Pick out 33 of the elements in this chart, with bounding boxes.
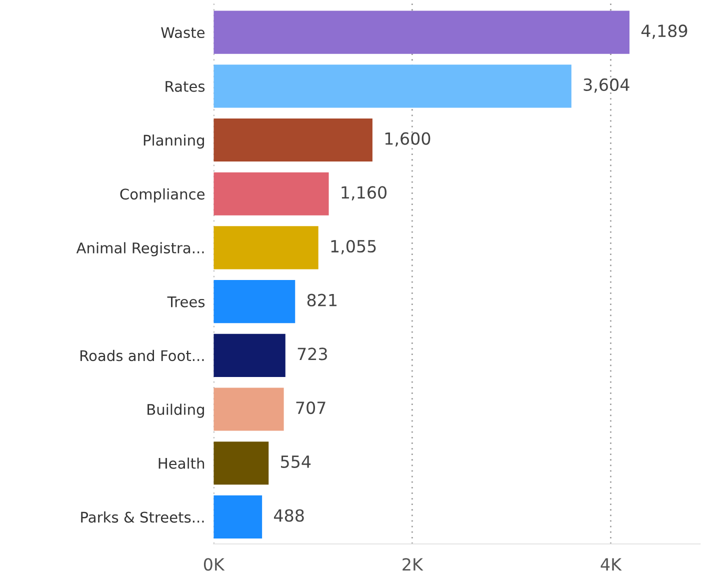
y-tick-label: Parks & Streets...	[81, 511, 204, 523]
y-tick-label: Trees	[167, 296, 205, 308]
data-label: 707	[296, 402, 326, 414]
bar	[214, 10, 630, 54]
data-label: 4,189	[641, 24, 688, 39]
y-tick-label: Waste	[161, 27, 205, 38]
bar	[214, 495, 262, 539]
y-tick-label: Building	[148, 404, 204, 418]
data-label: 554	[281, 456, 311, 468]
data-label: 821	[307, 294, 337, 306]
x-tick-label: 0K	[204, 558, 225, 571]
y-tick-label: Planning	[144, 134, 204, 149]
bar	[214, 172, 329, 216]
x-tick-label: 2K	[402, 558, 424, 570]
bar	[214, 226, 318, 270]
bar	[214, 334, 286, 377]
data-label: 1,055	[331, 240, 376, 254]
bar	[214, 64, 572, 108]
bar	[214, 280, 296, 324]
data-label: 1,600	[385, 132, 430, 147]
y-tick-label: Animal Registra...	[76, 242, 204, 256]
data-label: 723	[298, 348, 327, 360]
bar	[214, 442, 269, 485]
data-label: 1,160	[342, 186, 386, 200]
y-tick-label: Compliance	[120, 188, 205, 202]
y-tick-label: Roads and Foot...	[80, 350, 204, 362]
y-tick-label: Health	[158, 458, 204, 469]
data-label: 488	[274, 509, 304, 522]
bar	[214, 118, 372, 162]
data-label: 3,604	[584, 78, 630, 93]
y-tick-label: Rates	[166, 81, 205, 92]
x-tick-label: 4K	[600, 558, 622, 570]
bar	[214, 388, 284, 431]
